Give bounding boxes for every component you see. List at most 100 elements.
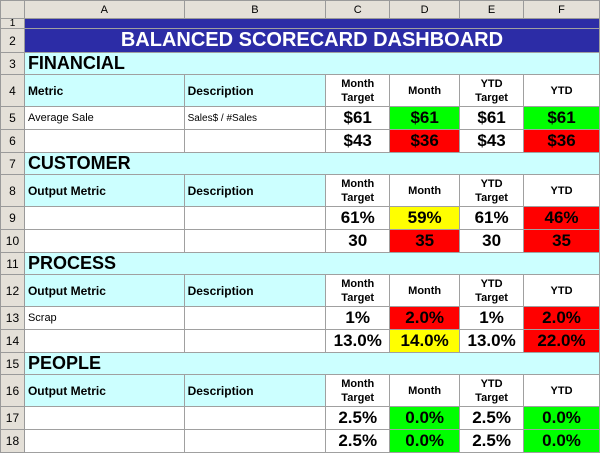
header-description[interactable]: Description: [183, 174, 327, 207]
header-description[interactable]: Description: [183, 274, 327, 307]
row-header-4[interactable]: 4: [0, 74, 25, 107]
row-header-5[interactable]: 5: [0, 106, 25, 130]
section-process[interactable]: PROCESS: [23, 252, 600, 275]
header-description[interactable]: Description: [183, 374, 327, 407]
row-header-14[interactable]: 14: [0, 329, 25, 353]
description-cell[interactable]: Sales$ / #Sales: [183, 106, 327, 130]
description-cell[interactable]: [183, 429, 327, 453]
section-customer[interactable]: CUSTOMER: [23, 152, 600, 175]
header-output-metric[interactable]: Output Metric: [23, 274, 185, 307]
header-ytd[interactable]: YTD: [523, 374, 600, 407]
row-header-17[interactable]: 17: [0, 406, 25, 430]
row-header-8[interactable]: 8: [0, 174, 25, 207]
section-financial[interactable]: FINANCIAL: [23, 52, 600, 75]
description-cell[interactable]: [183, 306, 327, 330]
ytd-target-cell[interactable]: $43: [459, 129, 525, 153]
row-header-11[interactable]: 11: [0, 252, 25, 275]
row-header-1[interactable]: 1: [0, 18, 25, 29]
description-cell[interactable]: [183, 129, 327, 153]
ytd-cell[interactable]: 0.0%: [523, 406, 600, 430]
column-header-b[interactable]: B: [183, 0, 327, 19]
header-ytd-target[interactable]: YTD Target: [459, 274, 525, 307]
metric-cell[interactable]: Average Sale: [23, 106, 185, 130]
header-ytd-target[interactable]: YTD Target: [459, 74, 525, 107]
month-target-cell[interactable]: 2.5%: [325, 429, 391, 453]
ytd-cell[interactable]: $61: [523, 106, 600, 130]
header-month-target[interactable]: Month Target: [325, 74, 391, 107]
description-cell[interactable]: [183, 206, 327, 230]
header-month[interactable]: Month: [389, 374, 461, 407]
description-cell[interactable]: [183, 229, 327, 253]
row-header-6[interactable]: 6: [0, 129, 25, 153]
description-cell[interactable]: [183, 329, 327, 353]
title-band-top[interactable]: [23, 18, 600, 29]
column-header-e[interactable]: E: [459, 0, 525, 19]
section-people[interactable]: PEOPLE: [23, 352, 600, 375]
header-metric[interactable]: Metric: [23, 74, 185, 107]
metric-cell[interactable]: [23, 229, 185, 253]
column-header-f[interactable]: F: [523, 0, 600, 19]
ytd-target-cell[interactable]: $61: [459, 106, 525, 130]
metric-cell[interactable]: [23, 206, 185, 230]
ytd-cell[interactable]: 22.0%: [523, 329, 600, 353]
ytd-cell[interactable]: 35: [523, 229, 600, 253]
header-output-metric[interactable]: Output Metric: [23, 174, 185, 207]
header-month[interactable]: Month: [389, 274, 461, 307]
metric-cell[interactable]: [23, 406, 185, 430]
row-header-10[interactable]: 10: [0, 229, 25, 253]
header-month-target[interactable]: Month Target: [325, 374, 391, 407]
row-header-13[interactable]: 13: [0, 306, 25, 330]
header-ytd[interactable]: YTD: [523, 274, 600, 307]
month-cell[interactable]: 0.0%: [389, 406, 461, 430]
header-month[interactable]: Month: [389, 74, 461, 107]
row-header-7[interactable]: 7: [0, 152, 25, 175]
ytd-target-cell[interactable]: 2.5%: [459, 406, 525, 430]
month-cell[interactable]: $36: [389, 129, 461, 153]
month-target-cell[interactable]: 1%: [325, 306, 391, 330]
row-header-2[interactable]: 2: [0, 28, 25, 53]
ytd-target-cell[interactable]: 61%: [459, 206, 525, 230]
header-month-target[interactable]: Month Target: [325, 174, 391, 207]
row-header-16[interactable]: 16: [0, 374, 25, 407]
ytd-cell[interactable]: 0.0%: [523, 429, 600, 453]
ytd-target-cell[interactable]: 2.5%: [459, 429, 525, 453]
header-month[interactable]: Month: [389, 174, 461, 207]
header-ytd-target[interactable]: YTD Target: [459, 174, 525, 207]
row-header-18[interactable]: 18: [0, 429, 25, 453]
metric-cell[interactable]: [23, 329, 185, 353]
ytd-target-cell[interactable]: 1%: [459, 306, 525, 330]
dashboard-title[interactable]: BALANCED SCORECARD DASHBOARD: [23, 28, 600, 53]
header-month-target[interactable]: Month Target: [325, 274, 391, 307]
month-cell[interactable]: 2.0%: [389, 306, 461, 330]
ytd-cell[interactable]: $36: [523, 129, 600, 153]
metric-cell[interactable]: [23, 129, 185, 153]
month-target-cell[interactable]: 30: [325, 229, 391, 253]
select-all-corner[interactable]: [0, 0, 25, 19]
header-description[interactable]: Description: [183, 74, 327, 107]
ytd-cell[interactable]: 2.0%: [523, 306, 600, 330]
month-cell[interactable]: 14.0%: [389, 329, 461, 353]
ytd-target-cell[interactable]: 13.0%: [459, 329, 525, 353]
month-cell[interactable]: 0.0%: [389, 429, 461, 453]
row-header-3[interactable]: 3: [0, 52, 25, 75]
ytd-cell[interactable]: 46%: [523, 206, 600, 230]
month-cell[interactable]: $61: [389, 106, 461, 130]
month-target-cell[interactable]: $61: [325, 106, 391, 130]
row-header-12[interactable]: 12: [0, 274, 25, 307]
month-target-cell[interactable]: 61%: [325, 206, 391, 230]
month-target-cell[interactable]: $43: [325, 129, 391, 153]
column-header-a[interactable]: A: [23, 0, 185, 19]
row-header-15[interactable]: 15: [0, 352, 25, 375]
column-header-c[interactable]: C: [325, 0, 391, 19]
month-cell[interactable]: 35: [389, 229, 461, 253]
month-target-cell[interactable]: 13.0%: [325, 329, 391, 353]
metric-cell[interactable]: [23, 429, 185, 453]
description-cell[interactable]: [183, 406, 327, 430]
month-target-cell[interactable]: 2.5%: [325, 406, 391, 430]
metric-cell[interactable]: Scrap: [23, 306, 185, 330]
month-cell[interactable]: 59%: [389, 206, 461, 230]
header-ytd[interactable]: YTD: [523, 74, 600, 107]
column-header-d[interactable]: D: [389, 0, 461, 19]
header-ytd[interactable]: YTD: [523, 174, 600, 207]
ytd-target-cell[interactable]: 30: [459, 229, 525, 253]
